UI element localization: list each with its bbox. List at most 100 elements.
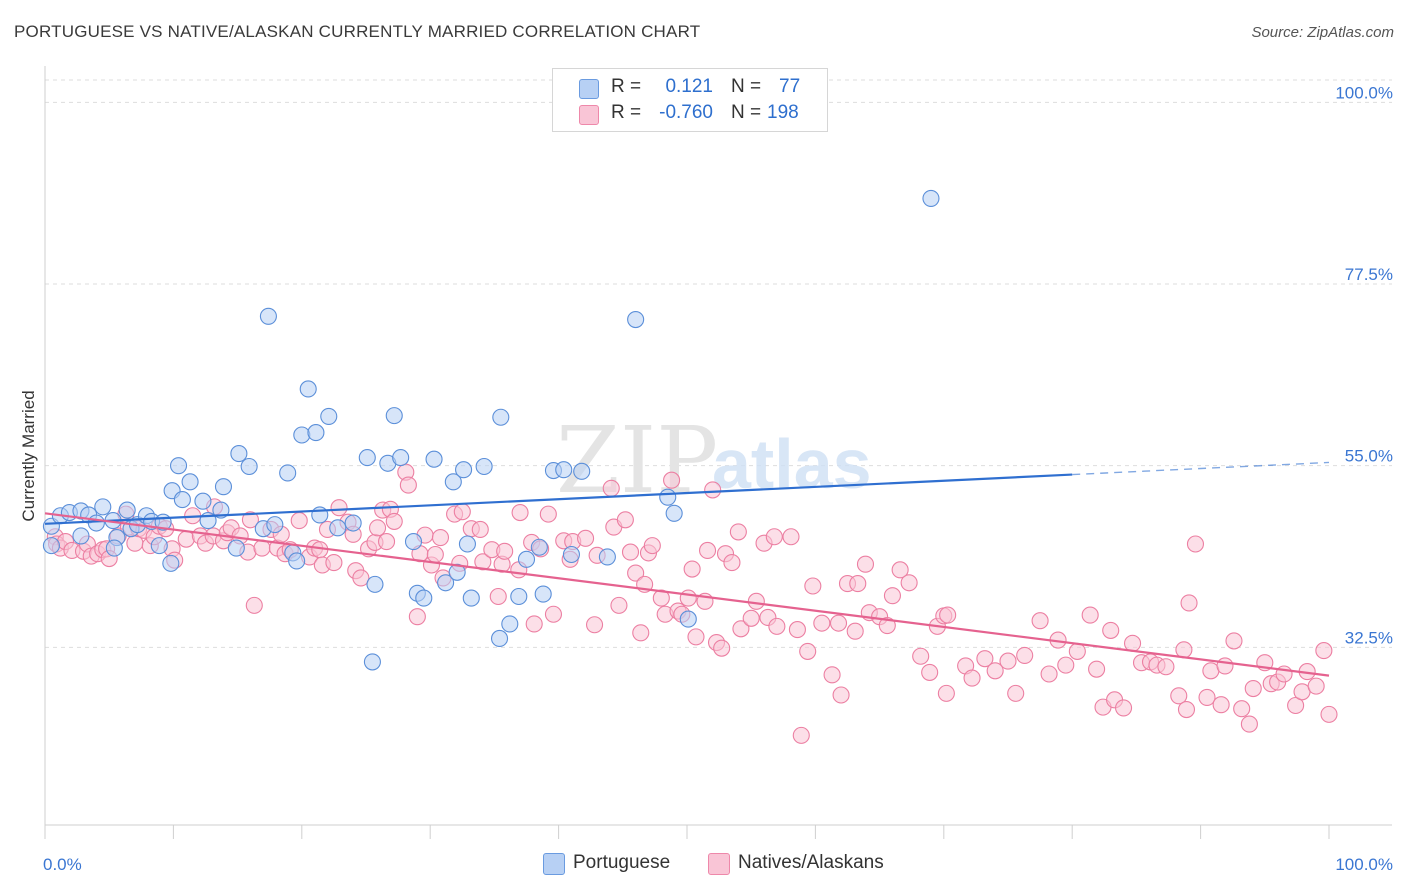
native-point [846, 622, 864, 640]
y-tick-label: 32.5% [1345, 628, 1393, 647]
native-point [1157, 658, 1175, 676]
axes [44, 66, 1392, 839]
portuguese-point [425, 450, 443, 468]
portuguese-point [150, 537, 168, 555]
native-point [177, 530, 195, 548]
portuguese-point [530, 538, 548, 556]
natives-n-value: 198 [767, 102, 799, 123]
gridlines [45, 79, 1392, 648]
correlation-legend: R = 0.121 N = 77 R = -0.760 N = 198 [552, 68, 828, 132]
n-label: N = [731, 76, 762, 97]
portuguese-point [562, 545, 580, 564]
native-point [377, 533, 396, 551]
portuguese-point [444, 473, 462, 491]
portuguese-point [288, 552, 306, 570]
portuguese-point [72, 527, 90, 545]
native-point [241, 511, 259, 529]
portuguese-point [307, 424, 325, 442]
portuguese-trend-line [44, 473, 1073, 525]
portuguese-point [490, 629, 509, 648]
portuguese-point [279, 464, 297, 482]
portuguese-point [627, 310, 645, 329]
native-point [453, 503, 471, 521]
native-point [290, 512, 308, 530]
y-axis-label: Currently Married [19, 390, 38, 521]
native-point [1198, 688, 1216, 706]
native-point [1233, 700, 1251, 718]
native-point [849, 575, 867, 593]
y-tick-label: 55.0% [1345, 447, 1393, 466]
native-point [1102, 621, 1120, 639]
native-point [1007, 684, 1025, 702]
r-label: R = [611, 76, 642, 97]
native-point [663, 471, 681, 489]
native-point [999, 652, 1017, 670]
native-point [679, 589, 697, 607]
native-point [804, 577, 822, 595]
portuguese-point [475, 457, 493, 476]
native-point [813, 614, 831, 632]
native-point [1123, 634, 1142, 652]
native-point [408, 608, 426, 626]
chart-title: PORTUGUESE VS NATIVE/ALASKAN CURRENTLY M… [14, 22, 701, 41]
portuguese-point [679, 610, 697, 628]
data-points [42, 189, 1338, 744]
native-point [900, 574, 918, 592]
portuguese-point [329, 519, 347, 537]
portuguese-point [659, 488, 677, 506]
portuguese-point [240, 457, 258, 476]
native-point [729, 523, 747, 541]
native-point [385, 512, 403, 530]
native-point [369, 519, 387, 537]
native-point [1031, 612, 1049, 630]
y-tick-label: 100.0% [1335, 83, 1393, 102]
portuguese-point [665, 504, 683, 522]
native-point [1115, 699, 1133, 717]
portuguese-point [555, 461, 573, 479]
native-point [616, 511, 634, 529]
native-point [431, 528, 450, 547]
native-point [1212, 696, 1230, 714]
native-point [1081, 606, 1099, 624]
native-point [878, 617, 896, 635]
native-point [698, 541, 717, 560]
native-point [1016, 646, 1034, 664]
portuguese-trend-extension [1072, 461, 1330, 476]
native-point [1307, 677, 1325, 695]
native-point [602, 479, 620, 497]
native-point [539, 505, 557, 523]
legend-row-portuguese: R = 0.121 N = 77 [553, 75, 827, 101]
x-tick-label: 100.0% [1335, 855, 1393, 874]
portuguese-point [492, 408, 510, 426]
native-point [330, 499, 348, 517]
native-point [1040, 665, 1058, 683]
portuguese-point [462, 589, 480, 607]
native-point [768, 617, 786, 635]
native-point [1088, 660, 1106, 678]
portuguese-point [598, 548, 616, 566]
legend-row-natives: R = -0.760 N = 198 [553, 101, 827, 127]
native-point [704, 481, 722, 499]
native-point [577, 529, 595, 547]
native-point [687, 628, 705, 646]
portuguese-n-value: 77 [779, 76, 801, 97]
native-point [1068, 642, 1086, 660]
portuguese-point [415, 589, 433, 607]
portuguese-point [501, 615, 519, 633]
native-point [511, 503, 529, 522]
portuguese-point [173, 491, 191, 509]
native-point [525, 615, 543, 633]
natives-swatch [579, 105, 599, 125]
x-tick-label: 0.0% [43, 855, 82, 874]
native-point [325, 554, 343, 572]
native-point [1177, 700, 1196, 719]
portuguese-point [455, 461, 473, 479]
native-point [921, 663, 939, 681]
portuguese-point [94, 498, 112, 516]
native-point [963, 669, 981, 687]
native-point [632, 624, 650, 642]
native-point [610, 596, 628, 614]
natives-r-value: -0.760 [659, 102, 713, 123]
native-point [788, 621, 806, 639]
